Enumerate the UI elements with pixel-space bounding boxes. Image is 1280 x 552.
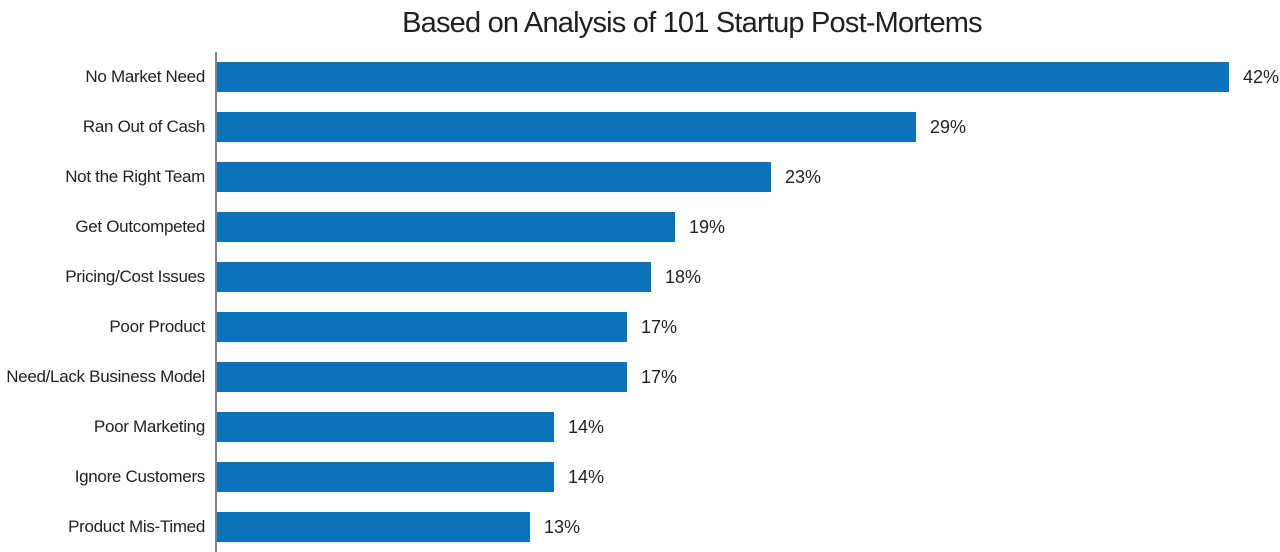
category-label: Pricing/Cost Issues: [65, 267, 205, 286]
value-label: 18%: [665, 266, 702, 287]
category-label: Ignore Customers: [74, 467, 206, 486]
value-label: 14%: [568, 416, 605, 437]
bar-row: Not the Right Team 23%: [0, 152, 1280, 202]
bar: [217, 112, 916, 142]
bar: [217, 412, 554, 442]
bar-row: Need/Lack Business Model 17%: [0, 352, 1280, 402]
bar-track: 29%: [215, 102, 1280, 152]
bar-row: Ran Out of Cash 29%: [0, 102, 1280, 152]
bar-row: Get Outcompeted 19%: [0, 202, 1280, 252]
category-label: Product Mis-Timed: [68, 517, 205, 536]
category-label: Need/Lack Business Model: [6, 367, 205, 386]
bar: [217, 462, 554, 492]
bar: [217, 362, 627, 392]
bar-track: 42%: [215, 52, 1280, 102]
bar: [217, 312, 627, 342]
category-label: No Market Need: [85, 67, 205, 86]
category-label: Get Outcompeted: [75, 217, 205, 236]
value-label: 23%: [785, 166, 822, 187]
bar-track: 23%: [215, 152, 1280, 202]
bar-track: 19%: [215, 202, 1280, 252]
bar-row: Ignore Customers 14%: [0, 452, 1280, 502]
bar-track: 13%: [215, 502, 1280, 552]
bar-row: No Market Need 42%: [0, 52, 1280, 102]
category-label: Poor Product: [109, 317, 205, 336]
bar-track: 17%: [215, 302, 1280, 352]
bar: [217, 62, 1229, 92]
bar-row: Poor Marketing 14%: [0, 402, 1280, 452]
value-label: 17%: [641, 366, 678, 387]
bar-track: 18%: [215, 252, 1280, 302]
plot-area: No Market Need 42% Ran Out of Cash 29% Not t…: [0, 52, 1280, 552]
value-label: 17%: [641, 316, 678, 337]
value-label: 19%: [689, 216, 726, 237]
bar: [217, 512, 530, 542]
bar: [217, 162, 771, 192]
bar-track: 14%: [215, 452, 1280, 502]
category-label: Poor Marketing: [93, 417, 205, 436]
bar-row: Product Mis-Timed 13%: [0, 502, 1280, 552]
bar: [217, 212, 675, 242]
value-label: 42%: [1243, 66, 1280, 87]
bar-track: 17%: [215, 352, 1280, 402]
bar-row: Pricing/Cost Issues 18%: [0, 252, 1280, 302]
category-label: Ran Out of Cash: [82, 117, 205, 136]
value-label: 13%: [544, 516, 581, 537]
value-label: 14%: [568, 466, 605, 487]
bar: [217, 262, 651, 292]
category-label: Not the Right Team: [65, 167, 205, 186]
value-label: 29%: [930, 116, 967, 137]
bar-track: 14%: [215, 402, 1280, 452]
bar-row: Poor Product 17%: [0, 302, 1280, 352]
chart-title: Based on Analysis of 101 Startup Post-Mo…: [402, 7, 983, 39]
